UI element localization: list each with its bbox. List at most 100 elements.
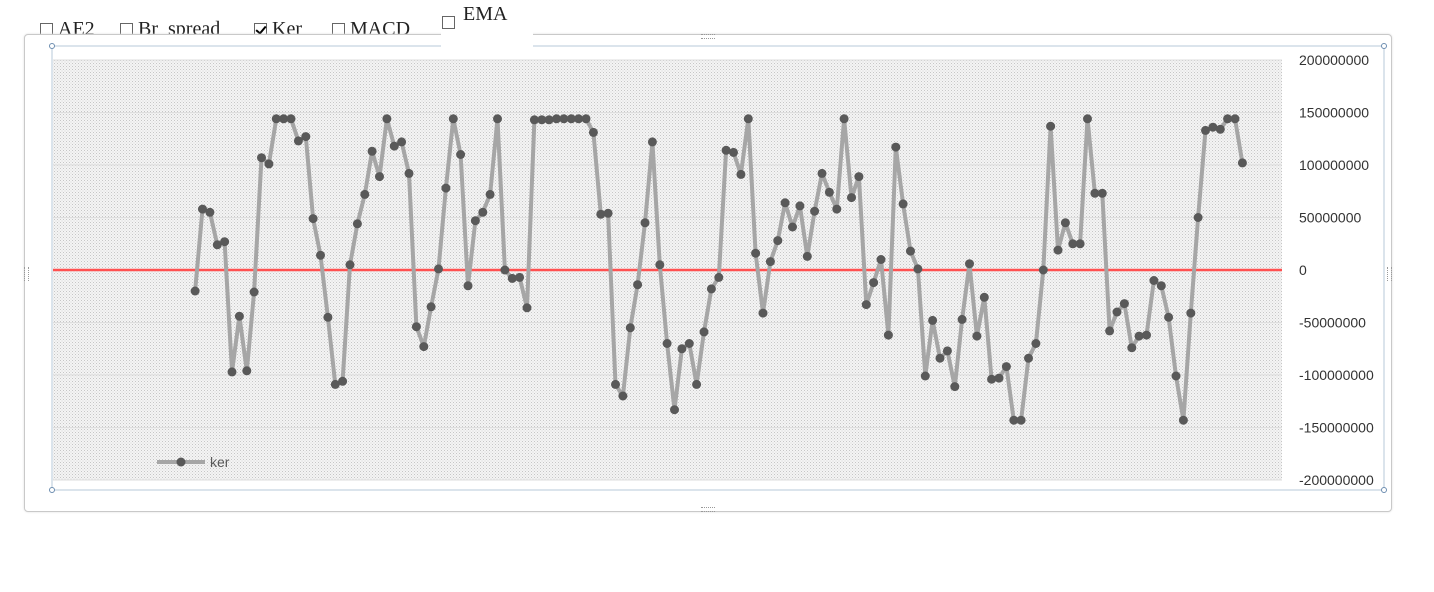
- data-point: [1171, 371, 1181, 381]
- data-point: [441, 183, 451, 193]
- data-point: [928, 315, 938, 325]
- data-point: [1186, 308, 1196, 318]
- data-point: [1031, 339, 1041, 348]
- data-point: [581, 114, 591, 124]
- data-point: [611, 379, 620, 389]
- data-point: [655, 260, 665, 270]
- data-point: [906, 246, 915, 256]
- legend-marker-ker: [176, 457, 186, 467]
- data-point: [647, 137, 657, 147]
- resize-handle-bottom[interactable]: [701, 507, 715, 512]
- data-point: [1178, 415, 1188, 425]
- data-point: [721, 145, 731, 155]
- data-point: [942, 346, 952, 356]
- data-point: [729, 147, 738, 157]
- data-point: [883, 330, 893, 340]
- data-point: [382, 114, 392, 124]
- data-point: [1164, 312, 1174, 322]
- data-point: [625, 323, 635, 333]
- data-point: [559, 114, 569, 124]
- data-point: [699, 327, 709, 337]
- data-point: [618, 391, 628, 401]
- data-point: [375, 172, 384, 182]
- data-point: [434, 264, 443, 274]
- data-point: [773, 236, 783, 246]
- checkbox-ema[interactable]: [442, 16, 460, 29]
- data-point: [404, 168, 414, 178]
- data-point: [316, 250, 325, 260]
- data-point: [972, 331, 982, 341]
- data-point: [677, 344, 687, 354]
- data-point: [662, 339, 672, 348]
- data-point: [670, 405, 679, 415]
- data-point: [293, 136, 303, 146]
- data-point: [832, 204, 842, 214]
- data-point: [574, 114, 584, 124]
- data-point: [242, 366, 252, 376]
- y-tick-label: -100000000: [1299, 367, 1374, 383]
- y-axis-tick-labels: 200000000 150000000 100000000 50000000 0 -500…: [1299, 52, 1374, 488]
- data-point: [286, 114, 296, 124]
- data-point: [1156, 281, 1166, 291]
- data-point: [588, 127, 598, 137]
- data-point: [478, 207, 488, 217]
- data-point: [419, 342, 429, 352]
- data-point: [692, 379, 702, 389]
- data-point: [596, 209, 606, 219]
- data-point: [920, 371, 930, 381]
- data-point: [957, 314, 967, 324]
- data-point: [552, 114, 561, 124]
- resize-handle-right[interactable]: [1387, 267, 1392, 281]
- data-point: [891, 142, 901, 152]
- data-point: [279, 114, 289, 124]
- data-point: [234, 311, 244, 321]
- data-point: [367, 146, 377, 156]
- series-points-ker: [190, 114, 1247, 425]
- data-point: [456, 150, 466, 159]
- data-point: [500, 265, 510, 275]
- data-point: [1046, 121, 1056, 131]
- data-point: [913, 264, 923, 274]
- data-point: [1009, 415, 1019, 425]
- data-point: [1060, 218, 1070, 228]
- data-point: [1112, 307, 1122, 317]
- chart-area-handle-br: [1381, 487, 1387, 493]
- data-point: [308, 214, 318, 224]
- data-point: [1053, 245, 1063, 255]
- data-point: [847, 193, 856, 203]
- checkbox-ema-box[interactable]: [442, 16, 455, 29]
- data-point: [684, 339, 694, 348]
- chart-area-handle-bl: [49, 487, 55, 493]
- data-point: [876, 255, 886, 264]
- data-point: [788, 222, 797, 232]
- y-tick-label: -200000000: [1299, 472, 1374, 488]
- data-point: [493, 114, 502, 124]
- legend: ker: [157, 454, 230, 470]
- y-tick-label: -150000000: [1299, 420, 1374, 436]
- data-point: [758, 308, 768, 318]
- data-point: [485, 189, 495, 199]
- data-point: [817, 168, 827, 178]
- data-point: [1024, 353, 1033, 363]
- data-point: [1134, 331, 1144, 341]
- data-point: [227, 367, 237, 377]
- data-point: [448, 114, 458, 124]
- y-tick-label: 50000000: [1299, 210, 1362, 226]
- data-point: [1201, 125, 1210, 135]
- data-point: [706, 284, 716, 294]
- data-point: [345, 260, 355, 270]
- checkbox-ema-container: EMA: [441, 0, 533, 58]
- data-point: [1149, 276, 1159, 285]
- resize-handle-top[interactable]: [701, 34, 715, 39]
- data-point: [1208, 122, 1218, 132]
- data-point: [220, 237, 230, 247]
- data-point: [522, 303, 532, 313]
- data-point: [802, 251, 812, 261]
- data-point: [795, 201, 805, 211]
- data-point: [1105, 326, 1115, 336]
- data-point: [810, 206, 820, 216]
- data-point: [714, 272, 724, 282]
- data-point: [1090, 188, 1100, 198]
- resize-handle-left[interactable]: [24, 267, 29, 281]
